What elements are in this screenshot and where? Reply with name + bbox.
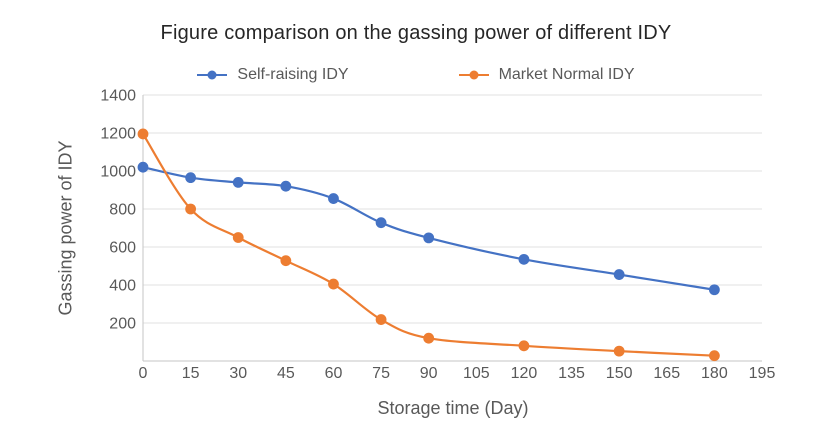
legend: Self-raising IDY Market Normal IDY	[0, 66, 832, 84]
data-point	[137, 128, 149, 140]
y-tick-label: 200	[109, 316, 136, 333]
legend-item-market-normal-idy: Market Normal IDY	[458, 66, 635, 84]
x-tick-label: 195	[749, 365, 776, 382]
data-point	[375, 217, 387, 229]
data-point	[185, 172, 197, 184]
x-tick-label: 165	[653, 365, 680, 382]
y-tick-label: 600	[109, 240, 136, 257]
x-tick-label: 135	[558, 365, 585, 382]
data-point	[613, 345, 625, 357]
legend-label: Self-raising IDY	[237, 66, 349, 83]
y-tick-label: 1200	[100, 126, 136, 143]
y-axis-title: Gassing power of IDY	[55, 140, 76, 316]
x-tick-label: 0	[139, 365, 148, 382]
x-tick-label: 75	[372, 365, 390, 382]
data-point	[232, 177, 244, 188]
data-point	[137, 161, 149, 173]
data-point	[708, 350, 720, 362]
x-tick-label: 90	[420, 365, 438, 382]
x-tick-label: 15	[182, 365, 200, 382]
data-point	[708, 284, 720, 296]
x-tick-label: 45	[277, 365, 295, 382]
x-tick-label: 120	[511, 365, 538, 382]
x-tick-label: 60	[325, 365, 343, 382]
data-point	[328, 193, 339, 204]
data-point	[328, 278, 339, 290]
x-tick-label: 150	[606, 365, 633, 382]
data-point	[280, 255, 292, 267]
x-axis-title: Storage time (Day)	[377, 398, 529, 418]
x-tick-label: 105	[463, 365, 490, 382]
data-point	[423, 332, 435, 344]
x-tick-label: 180	[701, 365, 728, 382]
y-tick-label: 400	[109, 278, 136, 295]
data-point	[423, 232, 435, 244]
legend-item-self-raising-idy: Self-raising IDY	[197, 66, 349, 84]
y-tick-label: 1400	[100, 88, 136, 105]
data-point	[518, 253, 530, 265]
series-line	[142, 166, 715, 291]
data-point	[232, 232, 244, 243]
x-tick-label: 30	[229, 365, 247, 382]
line-marker-icon	[197, 69, 228, 81]
data-point	[518, 340, 530, 352]
data-point	[185, 203, 197, 215]
data-point	[280, 180, 292, 192]
data-point	[375, 314, 387, 325]
series-line	[142, 133, 715, 357]
legend-label: Market Normal IDY	[498, 66, 635, 83]
chart-title: Figure comparison on the gassing power o…	[160, 22, 672, 44]
y-tick-label: 1000	[100, 164, 136, 181]
data-point	[613, 269, 625, 280]
y-tick-label: 800	[109, 202, 136, 219]
line-marker-icon	[458, 69, 489, 81]
